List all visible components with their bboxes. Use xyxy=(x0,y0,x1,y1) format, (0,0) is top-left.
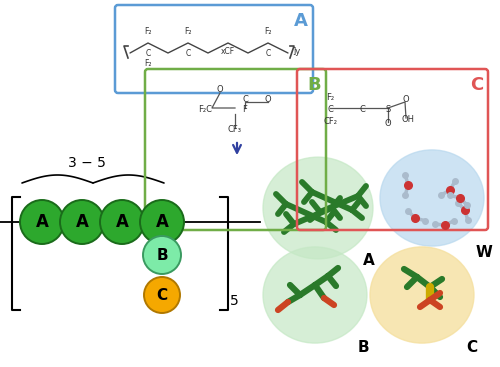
Text: F₂: F₂ xyxy=(144,28,152,36)
Text: F₂: F₂ xyxy=(144,59,152,69)
Text: B: B xyxy=(308,76,321,94)
Text: A: A xyxy=(76,213,88,231)
Text: F₂: F₂ xyxy=(326,94,334,102)
Text: O: O xyxy=(264,95,272,105)
Circle shape xyxy=(20,200,64,244)
Text: F₂: F₂ xyxy=(264,28,272,36)
Text: A: A xyxy=(294,12,308,30)
Text: A: A xyxy=(363,253,375,268)
Circle shape xyxy=(140,200,184,244)
Text: A: A xyxy=(36,213,49,231)
Text: 3 − 5: 3 − 5 xyxy=(68,156,106,170)
Ellipse shape xyxy=(263,247,367,343)
Text: CF₂: CF₂ xyxy=(323,117,337,127)
Circle shape xyxy=(144,277,180,313)
Circle shape xyxy=(60,200,104,244)
Text: F₂: F₂ xyxy=(184,28,192,36)
Text: B: B xyxy=(358,340,370,355)
Circle shape xyxy=(100,200,144,244)
Text: ]y: ]y xyxy=(292,47,300,57)
Text: F₂C: F₂C xyxy=(198,105,212,115)
Text: C: C xyxy=(470,76,483,94)
Text: xCF: xCF xyxy=(221,47,235,57)
Text: C: C xyxy=(156,287,168,302)
Text: O: O xyxy=(216,86,224,94)
Text: C: C xyxy=(186,50,190,58)
Text: C: C xyxy=(242,95,248,105)
Text: OH: OH xyxy=(402,116,414,124)
Text: C: C xyxy=(266,50,270,58)
Text: S: S xyxy=(386,105,390,115)
Ellipse shape xyxy=(263,157,373,259)
Ellipse shape xyxy=(370,247,474,343)
Text: C: C xyxy=(466,340,477,355)
Text: O: O xyxy=(384,120,392,128)
Text: O: O xyxy=(402,95,409,105)
Text: A: A xyxy=(116,213,128,231)
Ellipse shape xyxy=(380,150,484,246)
Text: A: A xyxy=(156,213,168,231)
Text: F: F xyxy=(242,105,248,115)
Text: C: C xyxy=(359,105,365,115)
Text: C: C xyxy=(146,50,150,58)
Text: CF₃: CF₃ xyxy=(228,126,242,134)
Circle shape xyxy=(143,236,181,274)
Text: W: W xyxy=(476,245,493,260)
Text: 5: 5 xyxy=(230,294,239,308)
Text: C: C xyxy=(327,105,333,115)
Text: B: B xyxy=(156,247,168,262)
